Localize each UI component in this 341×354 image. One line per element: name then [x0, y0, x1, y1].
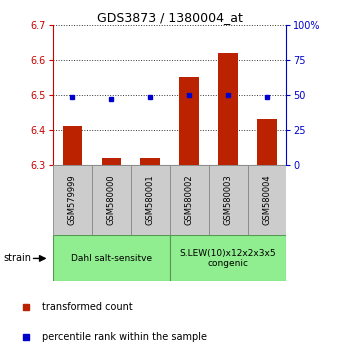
Text: GSM580003: GSM580003	[224, 175, 233, 225]
Title: GDS3873 / 1380004_at: GDS3873 / 1380004_at	[97, 11, 242, 24]
Bar	[53, 165, 92, 235]
Bar	[179, 77, 199, 165]
Bar	[102, 158, 121, 165]
Text: strain: strain	[3, 253, 31, 263]
Text: S.LEW(10)x12x2x3x5
congenic: S.LEW(10)x12x2x3x5 congenic	[180, 249, 276, 268]
Bar	[257, 119, 277, 165]
Bar	[140, 158, 160, 165]
Text: GSM579999: GSM579999	[68, 175, 77, 225]
Text: GSM580002: GSM580002	[184, 175, 194, 225]
Bar	[169, 235, 286, 281]
Bar	[218, 53, 238, 165]
Text: Dahl salt-sensitve: Dahl salt-sensitve	[71, 254, 152, 263]
Text: percentile rank within the sample: percentile rank within the sample	[43, 332, 207, 342]
Bar	[209, 165, 248, 235]
Bar	[53, 235, 169, 281]
Bar	[92, 165, 131, 235]
Bar	[131, 165, 169, 235]
Text: GSM580004: GSM580004	[263, 175, 271, 225]
Text: transformed count: transformed count	[43, 302, 133, 312]
Text: GSM580000: GSM580000	[107, 175, 116, 225]
Bar	[248, 165, 286, 235]
Bar	[169, 165, 209, 235]
Bar	[63, 126, 82, 165]
Text: GSM580001: GSM580001	[146, 175, 155, 225]
